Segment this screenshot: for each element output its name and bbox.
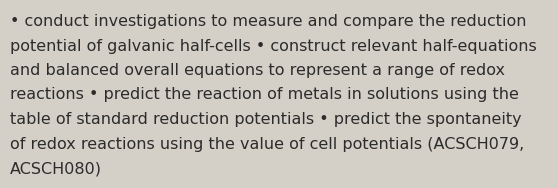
Text: ACSCH080): ACSCH080): [10, 161, 102, 176]
Text: table of standard reduction potentials • predict the spontaneity: table of standard reduction potentials •…: [10, 112, 522, 127]
Text: of redox reactions using the value of cell potentials (ACSCH079,: of redox reactions using the value of ce…: [10, 136, 525, 152]
Text: • conduct investigations to measure and compare the reduction: • conduct investigations to measure and …: [10, 14, 527, 29]
Text: reactions • predict the reaction of metals in solutions using the: reactions • predict the reaction of meta…: [10, 87, 519, 102]
Text: and balanced overall equations to represent a range of redox: and balanced overall equations to repres…: [10, 63, 505, 78]
Text: potential of galvanic half-cells • construct relevant half-equations: potential of galvanic half-cells • const…: [10, 39, 537, 54]
